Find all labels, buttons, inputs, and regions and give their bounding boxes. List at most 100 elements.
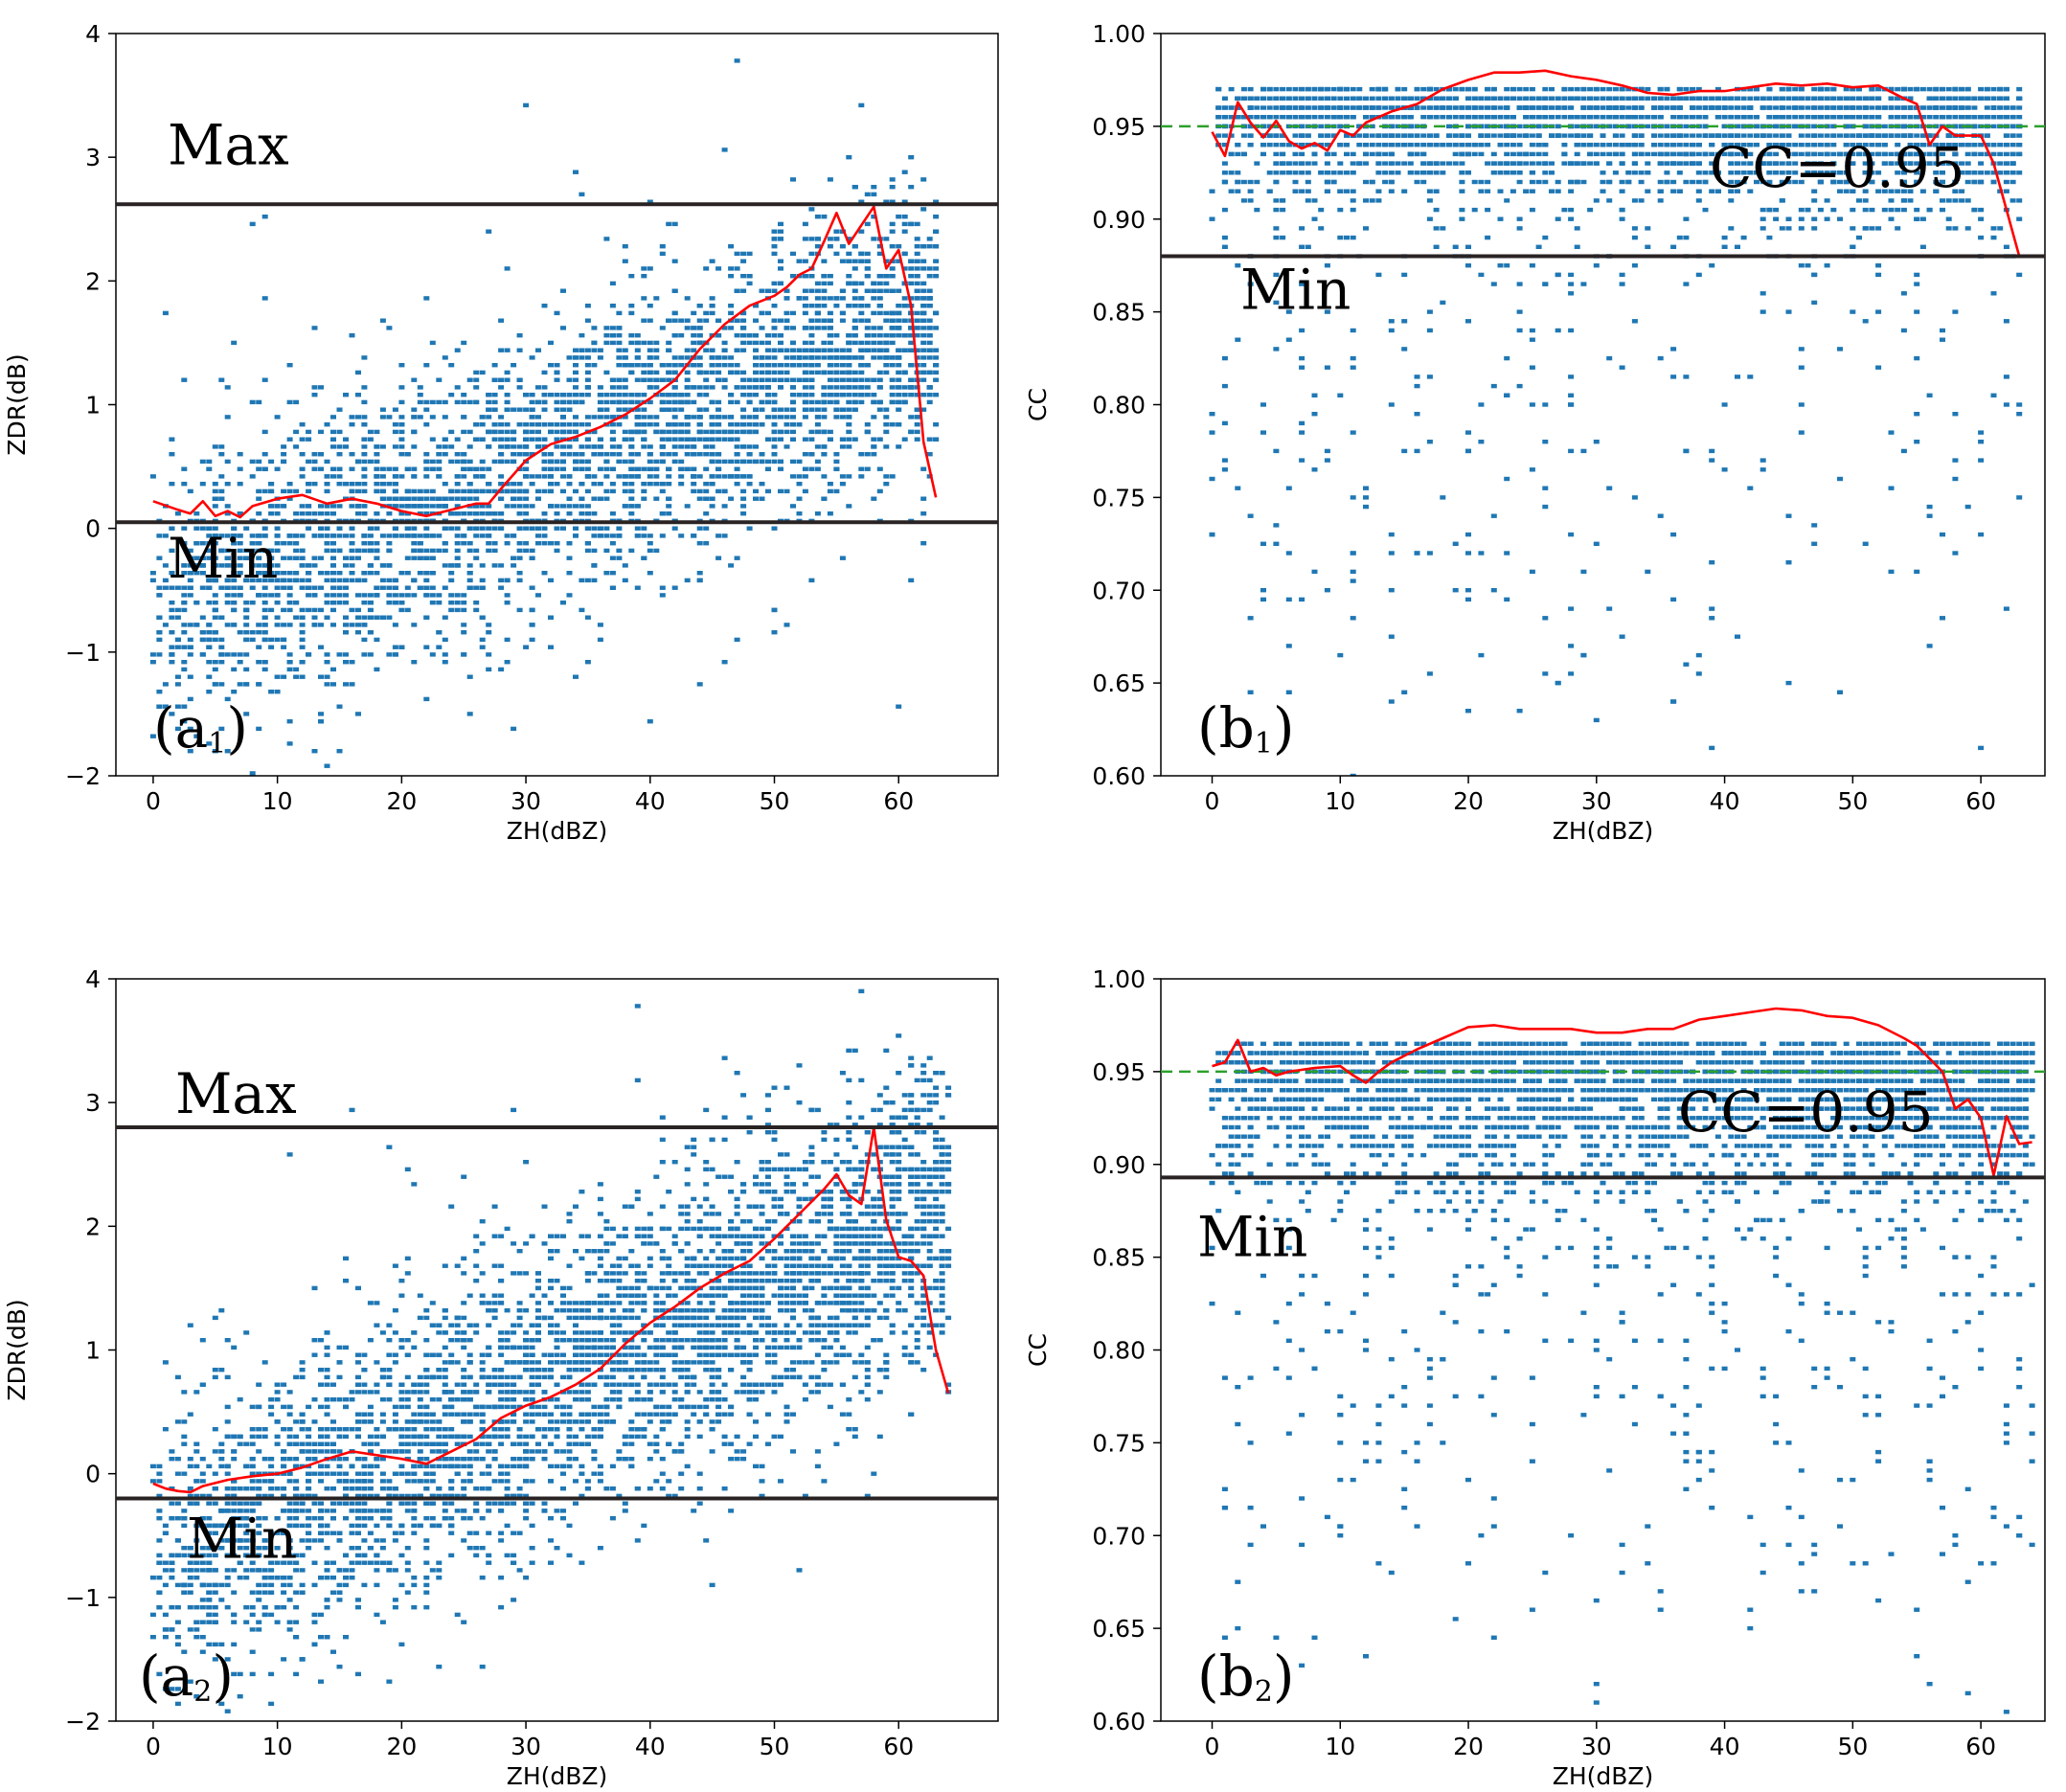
- scatter-point-110: [1606, 143, 1613, 147]
- scatter-point-2478: [541, 452, 548, 457]
- scatter-point-1717: [491, 363, 498, 368]
- scatter-point-2487: [367, 541, 374, 546]
- scatter-point-3419: [560, 429, 566, 435]
- scatter-point-2561: [486, 511, 492, 516]
- scatter-point-2539: [293, 548, 300, 554]
- scatter-point-1237: [709, 496, 715, 501]
- scatter-point-2114: [181, 607, 188, 613]
- scatter-point-2761: [876, 437, 883, 442]
- scatter-point-2344: [889, 185, 896, 190]
- scatter-point-665: [417, 533, 423, 538]
- scatter-point-540: [1516, 96, 1523, 101]
- scatter-point-632: [1638, 179, 1645, 185]
- scatter-point-2830: [584, 459, 591, 465]
- scatter-point-890: [1324, 86, 1330, 92]
- scatter-point-2082: [293, 488, 300, 494]
- scatter-point-1486: [616, 326, 623, 330]
- scatter-point-3349: [771, 452, 778, 457]
- scatter-point-3340: [529, 607, 535, 613]
- scatter-point-1436: [454, 488, 461, 494]
- scatter-point-3405: [486, 630, 492, 635]
- scatter-point-2090: [573, 459, 579, 465]
- scatter-point-2808: [224, 415, 231, 420]
- scatter-point-854: [584, 393, 591, 397]
- scatter-point-1638: [306, 437, 312, 442]
- scatter-point-942: [1695, 133, 1702, 138]
- scatter-point-532: [808, 466, 815, 471]
- scatter-point-1094: [274, 690, 281, 694]
- scatter-point-2950: [609, 304, 616, 308]
- scatter-point-2363: [212, 660, 218, 665]
- scatter-point-905: [609, 281, 616, 286]
- scatter-point-677: [218, 615, 225, 620]
- scatter-point-3235: [616, 399, 623, 405]
- scatter-point-3583: [286, 578, 293, 583]
- scatter-point-2433: [808, 333, 815, 338]
- scatter-point-3089: [423, 571, 430, 576]
- scatter-point-662: [386, 652, 393, 657]
- scatter-point-2790: [889, 310, 896, 316]
- scatter-point-3365: [821, 407, 828, 412]
- scatter-point-3232: [224, 601, 231, 605]
- scatter-point-3622: [261, 377, 268, 382]
- scatter-point-683: [771, 444, 778, 449]
- scatter-point-555: [1273, 170, 1280, 175]
- scatter-point-2901: [516, 407, 523, 412]
- scatter-point-2596: [349, 466, 355, 471]
- scatter-point-3036: [597, 444, 603, 449]
- scatter-point-1353: [212, 749, 218, 754]
- scatter-point-1597: [379, 563, 386, 568]
- scatter-point-273: [647, 340, 653, 346]
- scatter-point-3059: [696, 437, 703, 442]
- scatter-point-175: [1805, 115, 1811, 120]
- scatter-point-2717: [641, 437, 647, 442]
- scatter-point-621: [355, 615, 361, 620]
- scatter-point-2618: [429, 585, 436, 590]
- scatter-point-164: [1856, 235, 1862, 240]
- scatter-point-416: [1350, 189, 1356, 193]
- scatter-point-34: [268, 593, 275, 598]
- scatter-point-3541: [609, 541, 616, 546]
- scatter-point-1865: [671, 444, 678, 449]
- scatter-point-2651: [199, 571, 206, 576]
- scatter-point-3544: [846, 281, 852, 286]
- scatter-point-3113: [796, 459, 803, 465]
- scatter-point-617: [778, 221, 783, 227]
- scatter-point-410: [193, 571, 200, 576]
- scatter-point-3369: [281, 585, 287, 590]
- scatter-point-982: [858, 229, 865, 234]
- scatter-point-3209: [696, 452, 703, 457]
- scatter-point-1003: [1363, 133, 1369, 138]
- scatter-point-703: [641, 526, 647, 531]
- scatter-point-2330: [355, 623, 361, 627]
- scatter-point-3147: [647, 266, 653, 271]
- scatter-point-1764: [616, 355, 623, 360]
- scatter-point-3246: [634, 422, 641, 427]
- scatter-point-3163: [573, 399, 579, 405]
- scatter-point-2560: [516, 571, 523, 576]
- scatter-point-1949: [696, 415, 703, 420]
- scatter-point-1284: [573, 370, 579, 375]
- scatter-point-483: [442, 444, 448, 449]
- scatter-point-1546: [504, 637, 511, 643]
- scatter-point-3180: [237, 511, 243, 516]
- scatter-point-2841: [162, 533, 169, 538]
- scatter-point-74: [224, 623, 231, 627]
- scatter-point-1015: [591, 526, 598, 531]
- scatter-point-548: [1664, 133, 1670, 138]
- scatter-point-1196: [379, 444, 386, 449]
- scatter-point-648: [1382, 179, 1389, 185]
- scatter-point-1833: [821, 452, 828, 457]
- scatter-point-3093: [628, 504, 635, 509]
- scatter-point-1020: [1254, 179, 1260, 185]
- scatter-point-2292: [616, 526, 623, 531]
- scatter-point-3161: [529, 437, 535, 442]
- scatter-point-3505: [162, 682, 169, 687]
- scatter-point-2304: [479, 563, 486, 568]
- scatter-point-1388: [871, 288, 877, 293]
- scatter-point-3519: [498, 667, 505, 672]
- scatter-point-1930: [901, 348, 908, 352]
- scatter-point-847: [889, 363, 896, 368]
- scatter-point-566: [498, 429, 505, 435]
- scatter-point-1731: [876, 288, 883, 293]
